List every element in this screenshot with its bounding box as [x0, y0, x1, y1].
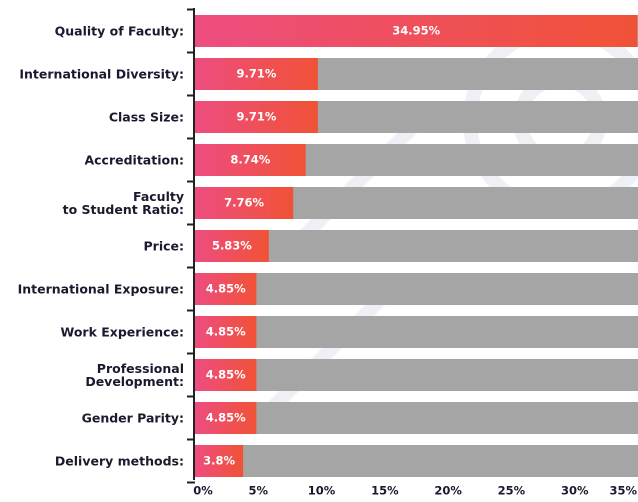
value-label: 9.71%: [236, 67, 276, 81]
value-label: 9.71%: [236, 110, 276, 124]
x-tick-label: 10%: [308, 484, 336, 498]
x-tick-label: 5%: [249, 484, 269, 498]
value-label: 7.76%: [224, 196, 264, 210]
category-label: Delivery methods:: [0, 455, 184, 468]
bar-track: [195, 316, 638, 348]
value-label: 3.8%: [203, 454, 235, 468]
value-label: 8.74%: [230, 153, 270, 167]
value-label: 4.85%: [206, 368, 246, 382]
category-label: Gender Parity:: [0, 412, 184, 425]
x-tick-label: 20%: [434, 484, 462, 498]
bar-track: [195, 445, 638, 477]
category-label: Quality of Faculty:: [0, 25, 184, 38]
category-label: Professional Development:: [0, 362, 184, 388]
x-tick-label: 0%: [193, 484, 213, 498]
x-tick-label: 15%: [371, 484, 399, 498]
category-label: Class Size:: [0, 111, 184, 124]
x-tick-label: 30%: [561, 484, 589, 498]
category-label: International Diversity:: [0, 68, 184, 81]
value-label: 4.85%: [206, 325, 246, 339]
x-tick-label: 25%: [498, 484, 526, 498]
value-label: 4.85%: [206, 282, 246, 296]
value-label: 5.83%: [212, 239, 252, 253]
category-label: Accreditation:: [0, 154, 184, 167]
bar-track: [195, 359, 638, 391]
bar-track: [195, 402, 638, 434]
category-label: International Exposure:: [0, 283, 184, 296]
category-label: Price:: [0, 240, 184, 253]
value-label: 4.85%: [206, 411, 246, 425]
x-tick-label: 35%: [609, 484, 637, 498]
category-label: Faculty to Student Ratio:: [0, 190, 184, 216]
bar-track: [195, 273, 638, 305]
category-label: Work Experience:: [0, 326, 184, 339]
value-label: 34.95%: [392, 24, 440, 38]
chart: 34.95% 9.71% 9.71% 8.74% 7.76% 5.83% 4.85% 4.85…: [0, 0, 638, 502]
